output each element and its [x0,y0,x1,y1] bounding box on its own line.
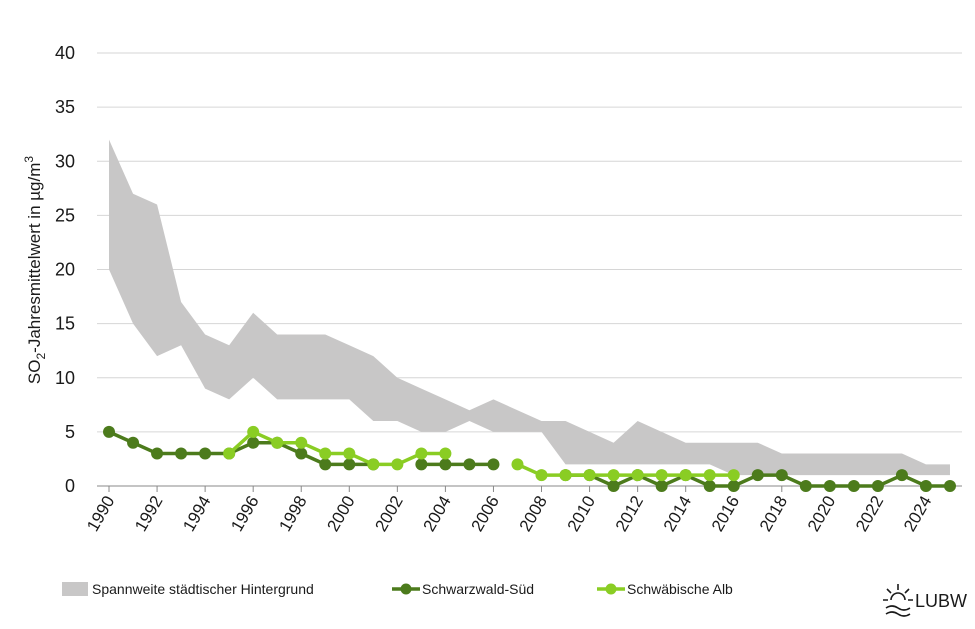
x-tick-label: 1992 [131,493,166,535]
series-marker [583,469,596,482]
legend-label: Schwäbische Alb [627,581,733,597]
series-marker [199,447,212,460]
series-marker [943,480,956,492]
y-tick-label: 5 [65,422,75,442]
series-marker [631,469,644,482]
series-marker [847,480,860,492]
series-marker [607,480,620,492]
x-tick-label: 2018 [756,493,791,535]
y-tick-label: 15 [55,314,75,334]
series-marker [247,436,260,449]
series-marker [127,436,140,449]
legend-swatch [62,582,88,596]
series-marker [415,447,428,460]
x-tick-label: 2000 [323,493,358,535]
series-marker [655,469,668,482]
series-marker [727,480,740,492]
series-marker [367,458,380,471]
series-marker [799,480,812,492]
series-marker [703,480,716,492]
series-marker [439,447,452,460]
series-marker [487,458,500,471]
series-marker [223,447,236,460]
y-tick-label: 25 [55,205,75,225]
series-marker [535,469,548,482]
y-axis-label: SO2-Jahresmittelwert in µg/m3 [22,156,48,384]
y-tick-label: 30 [55,151,75,171]
x-tick-label: 2024 [900,493,935,535]
y-tick-label: 40 [55,43,75,63]
series-marker [295,447,308,460]
x-tick-label: 2008 [516,493,551,535]
series-marker [271,436,284,449]
series-marker [919,480,932,492]
y-label-sup: 3 [22,156,36,163]
x-tick-label: 2010 [564,493,599,535]
series-marker [295,436,308,449]
x-tick-label: 1994 [179,493,214,535]
x-tick-label: 2002 [371,493,406,535]
series-marker [775,469,788,482]
x-tick-label: 1998 [275,493,310,535]
y-tick-label: 35 [55,97,75,117]
series-marker [151,447,164,460]
series-marker [343,458,356,471]
series-marker [439,458,452,471]
legend-marker [400,583,412,595]
series-marker [823,480,836,492]
series-marker [415,458,428,471]
x-tick-label: 2004 [419,493,454,535]
series-marker [175,447,188,460]
logo: LUBW [883,584,967,617]
x-tick-label: 2006 [468,493,503,535]
x-tick-label: 2020 [804,493,839,535]
series-marker [895,469,908,482]
series-marker [343,447,356,460]
series-marker [319,458,332,471]
series-marker [511,458,524,471]
x-tick-label: 2022 [852,493,887,535]
logo-text: LUBW [915,591,967,611]
legend-label: Spannweite städtischer Hintergrund [92,581,314,597]
series-marker [559,469,572,482]
series-marker [871,480,884,492]
x-tick-label: 1996 [227,493,262,535]
x-tick-label: 2016 [708,493,743,535]
series-marker [103,425,116,438]
y-tick-label: 20 [55,260,75,280]
series-marker [727,469,740,482]
x-tick-label: 2012 [612,493,647,535]
y-label-part: SO [25,360,44,385]
series-marker [751,469,764,482]
series-marker [319,447,332,460]
legend-marker [605,583,617,595]
y-label-part: -Jahresmittelwert in µg/m [25,163,44,353]
series-line [227,429,734,477]
y-tick-label: 0 [65,476,75,496]
series-marker [655,480,668,492]
y-label-sub: 2 [34,353,48,360]
series-marker [247,425,260,438]
range-band [109,139,950,476]
x-tick-label: 2014 [660,493,695,535]
series-marker [607,469,620,482]
series-marker [391,458,404,471]
legend-label: Schwarzwald-Süd [422,581,534,597]
series-marker [463,458,476,471]
y-tick-label: 10 [55,368,75,388]
x-tick-label: 1990 [83,493,118,535]
logo-icon [883,584,913,617]
series-marker [679,469,692,482]
series-marker [703,469,716,482]
